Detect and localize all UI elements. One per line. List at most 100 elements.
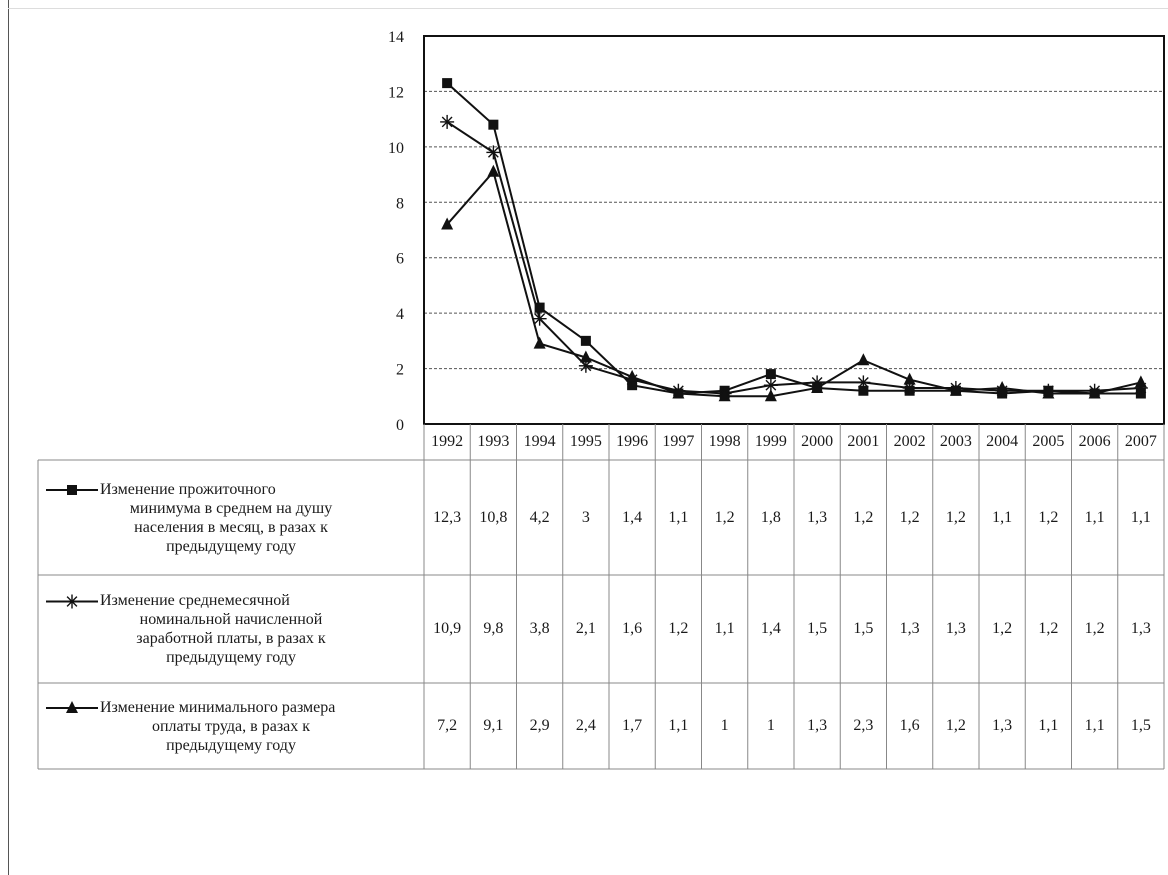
series-2-point — [856, 375, 871, 390]
legend-label-line: номинальной начисленной — [139, 611, 323, 628]
y-tick-label: 10 — [388, 140, 404, 157]
table-cell-value: 2,3 — [853, 717, 874, 734]
table-cell-value: 1,7 — [622, 717, 643, 734]
table-cell-value: 12,3 — [433, 508, 462, 526]
legend-key-marker-3 — [66, 701, 78, 713]
series-1-point — [580, 335, 591, 346]
series-1-point — [858, 385, 869, 396]
table-cell-value: 1,1 — [1084, 717, 1105, 734]
table-cell-value: 1,2 — [1084, 620, 1105, 637]
table-cell-value: 1,2 — [945, 717, 966, 734]
series-2-point — [486, 145, 501, 160]
series-2-point — [532, 311, 547, 326]
table-cell-value: 1,1 — [992, 508, 1013, 526]
x-tick-label: 2002 — [893, 433, 926, 450]
table-cell-value: 1,5 — [807, 620, 828, 637]
table-cell-value: 2,9 — [529, 717, 550, 734]
table-cell-value: 1,3 — [807, 508, 828, 526]
legend-label-line: заработной платы, в разах к — [136, 630, 326, 647]
legend-key-marker-1 — [67, 485, 77, 495]
x-tick-label: 1996 — [616, 433, 649, 450]
x-tick-label: 1994 — [523, 433, 556, 450]
table-cell-value: 1,3 — [899, 620, 920, 637]
y-tick-label: 4 — [396, 306, 404, 323]
series-3-point — [672, 386, 685, 399]
table-cell-value: 7,2 — [437, 717, 458, 734]
table-cell-value: 1,2 — [1038, 620, 1059, 637]
series-1-point — [765, 369, 776, 380]
table-cell-value: 1,5 — [853, 620, 874, 637]
legend-label-line: Изменение прожиточного — [100, 480, 276, 498]
legend-label-line: предыдущему году — [166, 736, 296, 754]
series-line-1 — [446, 82, 1141, 395]
series-3-point — [1088, 386, 1101, 399]
x-tick-label: 2006 — [1078, 433, 1111, 450]
series-3-point — [487, 164, 500, 177]
table-cell-value: 9,8 — [483, 620, 504, 637]
legend-label-line: оплаты труда, в разах к — [151, 717, 311, 735]
x-tick-label: 2007 — [1124, 433, 1157, 450]
series-2-point — [440, 114, 455, 129]
table-cell-value: 1,8 — [760, 508, 781, 526]
table-cell-value: 10,9 — [433, 620, 462, 637]
x-tick-label: 2005 — [1032, 433, 1065, 450]
y-tick-label: 2 — [396, 362, 404, 379]
page-top-border — [8, 8, 1168, 9]
table-cell-value: 2,1 — [575, 620, 596, 637]
x-tick-label: 1998 — [708, 433, 741, 450]
table-cell-value: 1,2 — [1038, 508, 1059, 526]
x-tick-label: 1999 — [754, 433, 787, 450]
series-3-point — [1134, 375, 1147, 388]
series-line-3 — [446, 169, 1142, 398]
table-cell-value: 3 — [581, 508, 590, 526]
series-3-point — [718, 389, 731, 402]
series-3-point — [996, 380, 1009, 393]
series-1-point — [534, 302, 545, 313]
table-cell-value: 1,1 — [1038, 717, 1059, 734]
table-cell-value: 1,3 — [807, 717, 828, 734]
table-cell-value: 9,1 — [483, 717, 504, 734]
series-3-point — [626, 369, 639, 382]
table-cell-value: 1,1 — [668, 717, 689, 734]
table-cell-value: 1,3 — [945, 620, 966, 637]
page-left-border — [8, 0, 9, 875]
series-3-point — [949, 383, 962, 396]
x-tick-label: 1992 — [431, 433, 464, 450]
series-3-point — [533, 336, 546, 349]
x-tick-label: 1993 — [477, 433, 510, 450]
series-3-point — [579, 350, 592, 363]
table-cell-value: 1,2 — [668, 620, 689, 637]
series-1-point — [488, 119, 499, 130]
table-cell-value: 1,2 — [992, 620, 1013, 637]
series-1-point — [442, 78, 453, 89]
table-cell-value: 1,4 — [622, 508, 643, 526]
series-3-point — [764, 389, 777, 402]
table-cell-value: 1,2 — [714, 508, 735, 526]
table-cell-value: 1,6 — [899, 717, 920, 734]
x-tick-label: 2001 — [847, 433, 880, 450]
table-cell-value: 10,8 — [479, 508, 508, 526]
y-tick-label: 6 — [396, 251, 404, 268]
table-cell-value: 1,5 — [1130, 717, 1151, 734]
legend-label-line: предыдущему году — [166, 537, 296, 555]
table-cell-value: 1,1 — [1084, 508, 1105, 526]
table-cell-value: 1,3 — [1130, 620, 1151, 637]
series-3-point — [903, 372, 916, 385]
table-cell-value: 1 — [766, 717, 775, 734]
table-cell-value: 1,2 — [945, 508, 966, 526]
table-cell-value: 1,2 — [853, 508, 874, 526]
table-cell-value: 4,2 — [529, 508, 550, 526]
y-tick-label: 0 — [396, 417, 404, 434]
x-tick-label: 2003 — [939, 433, 972, 450]
table-cell-value: 1,1 — [668, 508, 689, 526]
legend-label-line: Изменение среднемесячной — [100, 592, 290, 609]
x-tick-label: 2000 — [801, 433, 834, 450]
series-3-point — [811, 380, 824, 393]
x-tick-label: 1995 — [569, 433, 602, 450]
table-cell-value: 1,6 — [622, 620, 643, 637]
series-2-point — [763, 378, 778, 393]
legend-key-marker-2 — [65, 594, 79, 609]
